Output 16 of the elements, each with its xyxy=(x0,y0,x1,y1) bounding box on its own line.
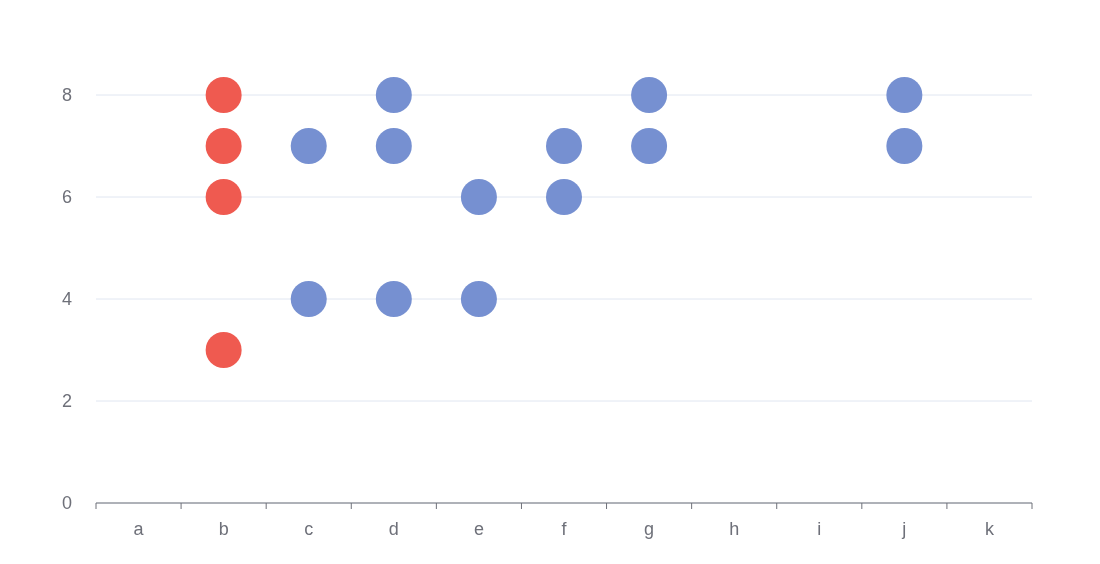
x-tick-label: b xyxy=(218,519,229,539)
x-tick-label: e xyxy=(473,519,484,539)
x-tick-label: f xyxy=(561,519,568,539)
x-tick-label: c xyxy=(304,519,314,539)
y-tick-label: 6 xyxy=(61,187,72,208)
y-tick-label: 0 xyxy=(61,493,72,514)
x-tick-label: h xyxy=(729,519,740,539)
y-tick-label: 2 xyxy=(61,391,72,412)
x-tick-label: j xyxy=(901,519,907,539)
y-tick-label: 8 xyxy=(61,85,72,106)
x-tick-label: d xyxy=(388,519,399,539)
x-tick-label: a xyxy=(133,519,145,539)
x-tick-label: k xyxy=(984,519,995,539)
x-tick-label: g xyxy=(644,519,655,539)
y-tick-label: 4 xyxy=(61,289,72,310)
x-tick-label: i xyxy=(817,519,822,539)
